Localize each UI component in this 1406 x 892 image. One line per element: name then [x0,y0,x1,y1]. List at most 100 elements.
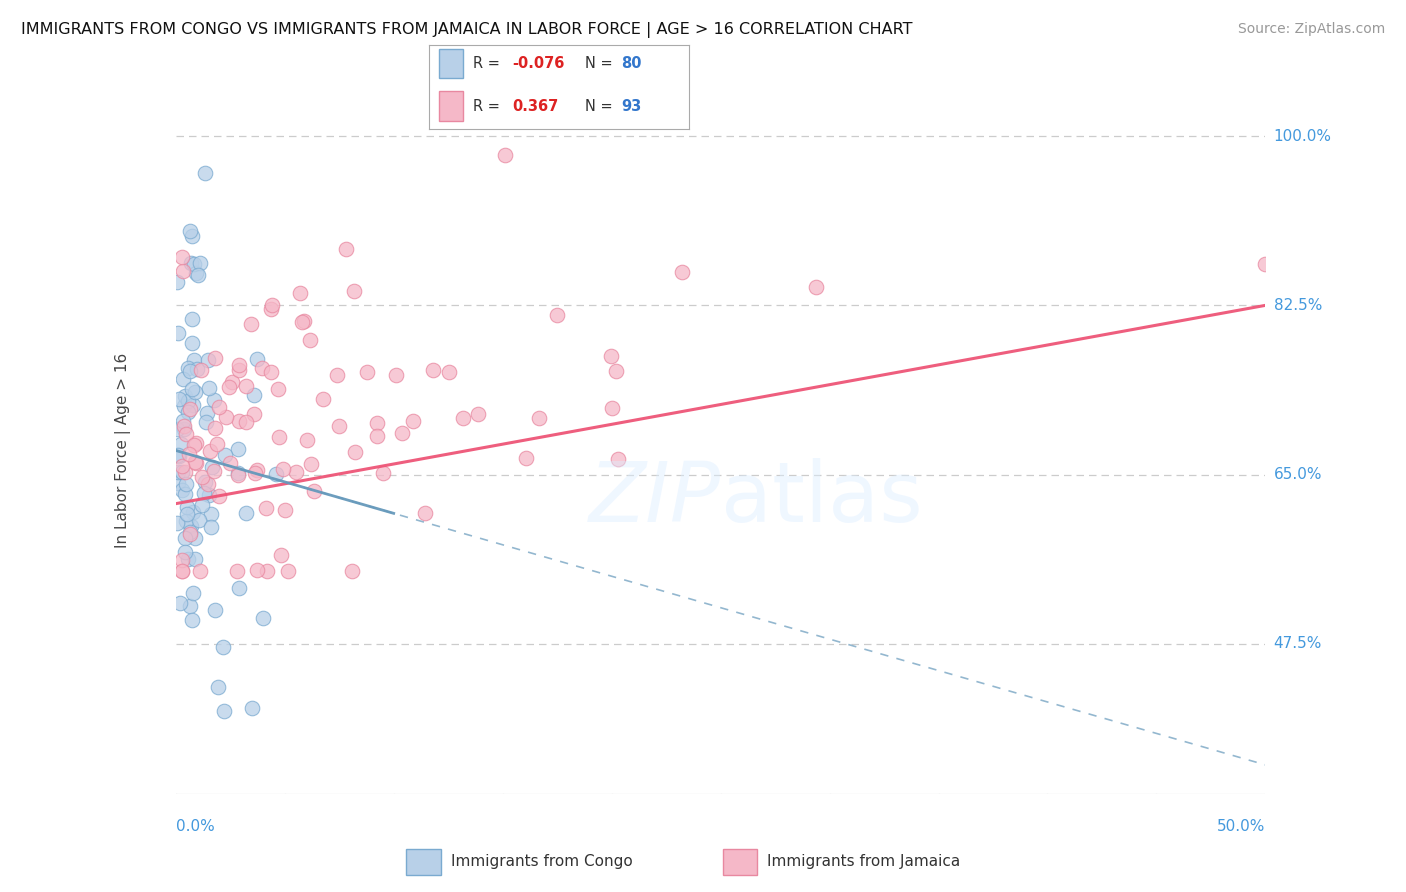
Point [174,545,197,559]
Point [299,333,322,347]
Point [252,611,274,625]
Point [467,407,489,421]
Point [179,402,201,417]
Point [170,437,193,451]
Point [671,265,693,279]
Point [177,551,200,566]
Text: 100.0%: 100.0% [1274,128,1331,144]
Point [174,476,197,491]
Point [172,372,194,386]
Point [202,393,225,408]
Point [183,256,205,270]
Point [181,613,204,627]
Point [177,405,200,419]
Point [243,387,266,401]
Point [166,275,188,289]
Text: 0.367: 0.367 [512,98,558,113]
Point [194,415,217,429]
Point [204,351,226,365]
Point [188,513,211,527]
Point [219,457,242,471]
Bar [406,849,441,874]
Point [184,456,207,470]
Point [194,475,217,489]
Point [188,256,211,270]
Point [228,358,250,372]
Point [451,411,474,425]
Point [226,467,249,482]
Point [170,483,193,498]
Point [391,425,413,440]
Point [235,379,257,393]
Point [1254,258,1277,272]
Point [260,365,283,379]
Point [174,514,197,528]
Point [187,268,209,282]
Point [228,363,250,377]
Point [198,488,221,502]
Point [172,250,194,264]
Point [204,420,226,434]
Point [366,429,388,443]
Point [297,433,319,447]
Point [183,505,205,519]
Point [204,603,226,617]
Point [170,465,193,479]
Point [235,506,257,520]
Point [186,361,208,376]
Text: Immigrants from Congo: Immigrants from Congo [451,855,633,869]
Point [201,460,224,475]
Text: 47.5%: 47.5% [1274,636,1322,651]
Point [277,565,299,579]
Point [180,256,202,270]
Point [208,400,231,414]
Point [195,406,218,420]
Point [197,353,219,368]
Point [190,363,212,377]
Point [546,309,568,323]
Point [172,459,194,474]
Point [184,266,207,280]
Point [262,298,284,312]
Text: ZIP: ZIP [589,458,721,539]
Point [179,525,201,540]
Point [373,466,395,480]
Point [194,166,217,180]
Point [246,563,269,577]
Point [292,314,315,328]
Point [250,361,273,376]
Point [207,680,229,694]
Point [177,360,200,375]
Point [212,640,235,654]
Point [198,444,221,458]
Point [172,553,194,567]
Point [169,596,191,610]
Point [256,565,278,579]
Point [228,414,250,428]
Point [179,599,201,613]
Point [226,442,249,456]
Text: -0.076: -0.076 [512,56,564,71]
Point [198,381,221,395]
Point [285,465,308,479]
Point [202,464,225,478]
Point [529,410,551,425]
Text: In Labor Force | Age > 16: In Labor Force | Age > 16 [115,353,131,548]
Point [173,389,195,403]
Point [172,565,194,579]
Point [254,501,277,516]
Text: 0.0%: 0.0% [176,819,215,834]
Point [225,565,247,579]
Point [179,224,201,238]
Text: IMMIGRANTS FROM CONGO VS IMMIGRANTS FROM JAMAICA IN LABOR FORCE | AGE > 16 CORRE: IMMIGRANTS FROM CONGO VS IMMIGRANTS FROM… [21,22,912,38]
Point [191,498,214,512]
Point [274,503,297,517]
Point [174,487,197,501]
Point [184,552,207,566]
Point [181,398,204,412]
Point [181,586,204,600]
Point [212,704,235,718]
Point [173,400,195,414]
Point [344,445,367,459]
Point [515,451,537,466]
